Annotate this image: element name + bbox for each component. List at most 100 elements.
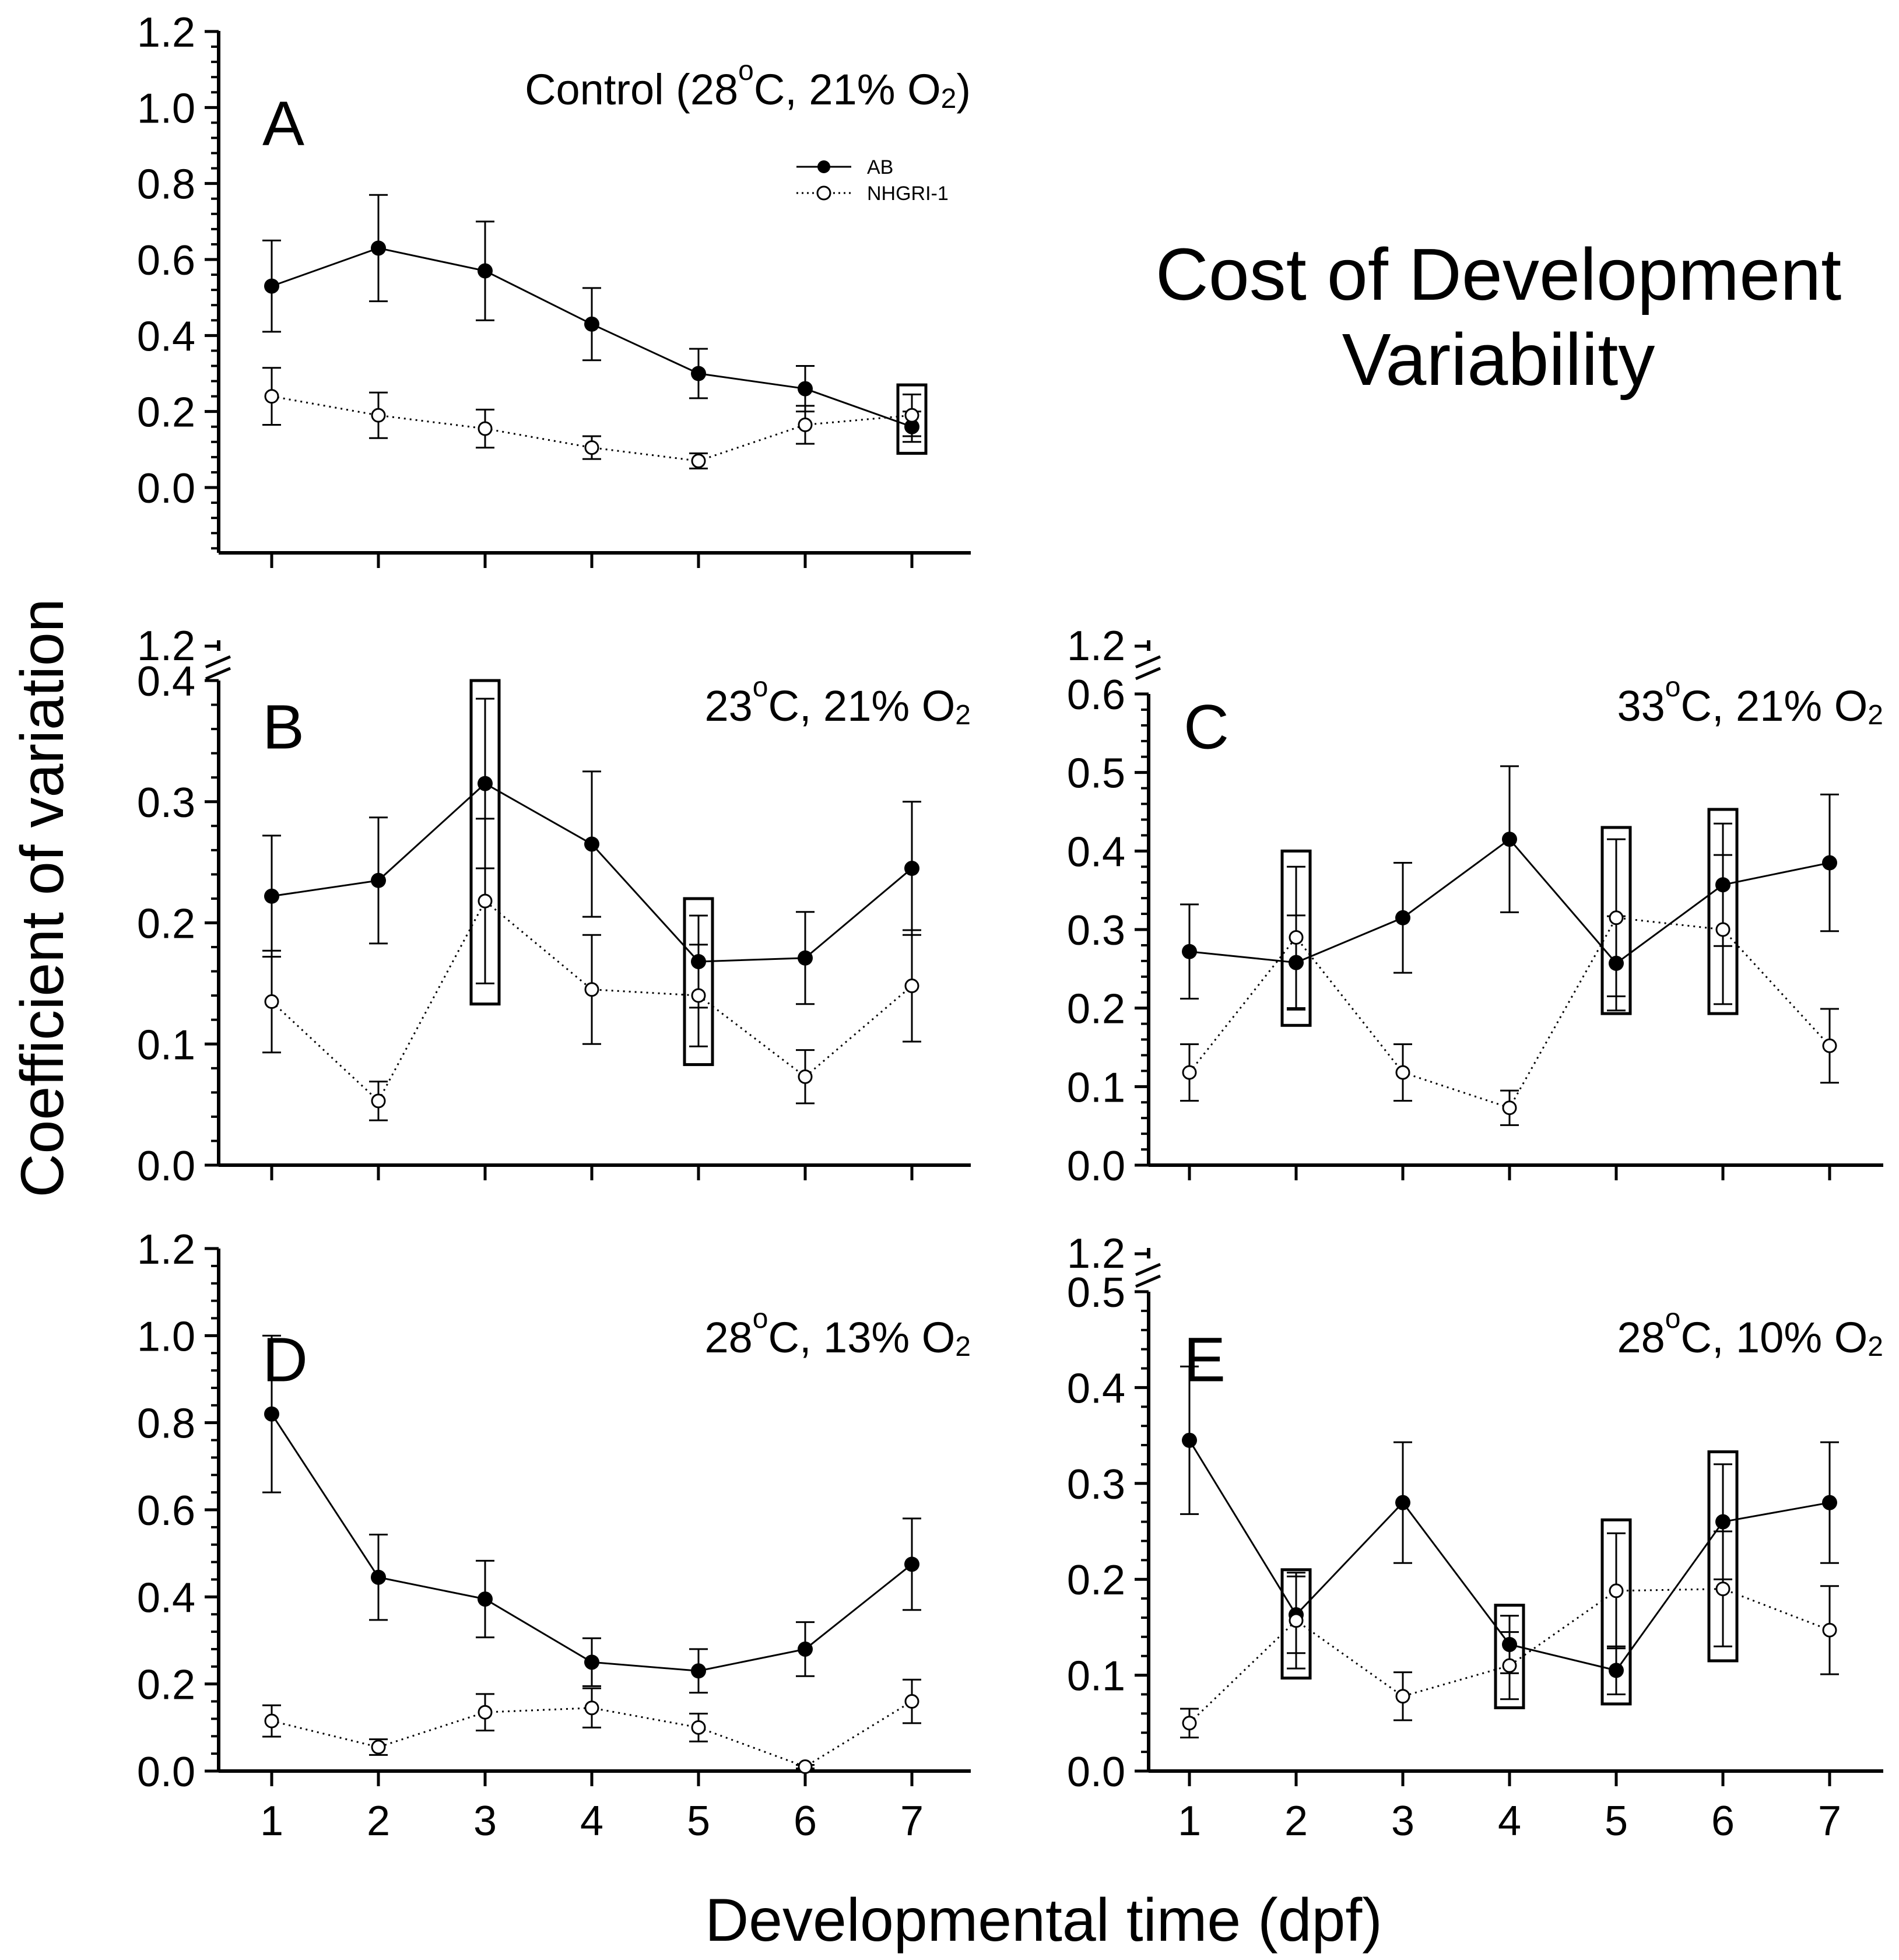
y-tick-label: 0.3 — [1067, 1461, 1125, 1508]
highlight-box — [1280, 1568, 1312, 1680]
data-point-nhgri-1 — [1395, 1065, 1410, 1080]
panel-label: D — [262, 1324, 308, 1394]
x-tick-label: 2 — [1284, 1798, 1308, 1845]
data-point-ab — [904, 1556, 919, 1572]
data-point-ab — [264, 1406, 279, 1422]
data-point-ab — [371, 872, 386, 888]
figure-title-line-2: Variability — [1342, 318, 1655, 401]
condition-label-part: Control (28 — [525, 65, 738, 114]
y-tick-label: 0.0 — [1067, 1143, 1125, 1190]
data-point-nhgri-1 — [584, 440, 599, 455]
y-tick-label: 0.0 — [137, 465, 195, 512]
panel-label: E — [1184, 1324, 1226, 1394]
data-point-nhgri-1 — [1289, 930, 1304, 945]
y-tick-label: 0.5 — [1067, 751, 1125, 797]
panel-label: A — [262, 87, 304, 158]
condition-label: 23oC, 21% O2 — [704, 672, 971, 731]
legend-nhgri-label: NHGRI-1 — [867, 183, 949, 205]
condition-label-part: o — [753, 672, 768, 703]
axis-break-label: 1.2 — [1067, 1230, 1125, 1277]
panel-B: 0.0 0.1 0.2 0.3 0.41.2 B 23oC, 21% O2 — [137, 623, 971, 1190]
condition-label-part: C, 10% O — [1681, 1313, 1868, 1362]
highlight-box — [1600, 826, 1632, 1015]
x-tick-label: 7 — [900, 1798, 924, 1845]
data-point-ab — [798, 1641, 813, 1657]
y-tick-label: 0.0 — [137, 1143, 195, 1190]
axis-break-mark-2 — [1135, 1274, 1161, 1288]
x-tick-label: 5 — [687, 1798, 710, 1845]
highlight-box — [1280, 849, 1312, 1027]
data-point-nhgri-1 — [1395, 1689, 1410, 1704]
y-tick-label: 0.2 — [137, 1662, 195, 1709]
data-point-nhgri-1 — [798, 1759, 813, 1775]
data-point-ab — [584, 316, 599, 332]
y-tick-label: 0.6 — [1067, 672, 1125, 718]
data-point-nhgri-1 — [798, 1069, 813, 1084]
data-point-ab — [478, 263, 493, 279]
legend-ab-marker — [817, 160, 830, 173]
data-point-nhgri-1 — [264, 389, 279, 404]
data-point-nhgri-1 — [798, 417, 813, 432]
data-point-nhgri-1 — [691, 988, 706, 1003]
condition-label: 33oC, 21% O2 — [1617, 672, 1883, 731]
axis-break-label: 1.2 — [137, 623, 195, 669]
x-tick-label: 2 — [367, 1798, 390, 1845]
data-point-nhgri-1 — [264, 1713, 279, 1728]
y-tick-label: 0.1 — [1067, 1653, 1125, 1700]
data-point-nhgri-1 — [584, 1700, 599, 1716]
condition-label-part: o — [1665, 672, 1681, 703]
x-tick-label: 7 — [1818, 1798, 1841, 1845]
y-tick-label: 0.8 — [137, 162, 195, 208]
y-tick-label: 0.6 — [137, 237, 195, 284]
data-point-nhgri-1 — [371, 1093, 386, 1109]
y-tick-label: 0.4 — [137, 1575, 195, 1621]
y-tick-label: 0.2 — [1067, 1557, 1125, 1604]
data-point-nhgri-1 — [904, 1694, 919, 1709]
condition-label-part: 2 — [955, 1331, 971, 1362]
data-point-nhgri-1 — [1289, 1613, 1304, 1628]
condition-label: 28oC, 13% O2 — [704, 1303, 971, 1362]
panel-label: C — [1184, 691, 1229, 762]
condition-label-part: 28 — [704, 1313, 752, 1362]
panel-E: 0.0 0.1 0.2 0.3 0.4 0.51.2 1 2 3 4 5 6 7 E 28oC, 10% O… — [1067, 1230, 1883, 1845]
x-tick-label: 3 — [1391, 1798, 1414, 1845]
data-point-nhgri-1 — [584, 982, 599, 997]
data-point-ab — [1395, 910, 1410, 925]
x-tick-label: 4 — [1498, 1798, 1521, 1845]
data-point-ab — [798, 381, 813, 397]
y-tick-label: 0.0 — [137, 1749, 195, 1796]
axis-break-mark-1 — [205, 655, 231, 669]
condition-label-part: o — [738, 55, 754, 86]
panel-D: 0.0 0.2 0.4 0.6 0.8 1.0 1.2 1 2 3 4 5 6 7 D 28oC, 13% O… — [137, 1226, 971, 1845]
y-tick-label: 0.2 — [1067, 986, 1125, 1033]
y-tick-label: 0.6 — [137, 1488, 195, 1534]
data-point-nhgri-1 — [691, 1720, 706, 1735]
condition-label-part: 23 — [704, 682, 752, 730]
data-point-ab — [478, 776, 493, 791]
data-point-ab — [478, 1591, 493, 1607]
data-point-nhgri-1 — [478, 893, 493, 909]
condition-label-part: o — [753, 1303, 768, 1334]
data-point-ab — [904, 861, 919, 876]
x-axis-label: Developmental time (dpf) — [705, 1887, 1382, 1954]
data-point-ab — [1502, 832, 1517, 847]
condition-label-part: o — [1665, 1303, 1681, 1334]
data-point-ab — [691, 1663, 706, 1679]
condition-label-part: C, 21% O — [754, 65, 941, 114]
data-point-nhgri-1 — [1502, 1658, 1517, 1673]
data-point-nhgri-1 — [904, 979, 919, 994]
axis-break-mark-2 — [205, 667, 231, 681]
highlight-box — [1494, 1604, 1525, 1709]
y-tick-label: 0.3 — [137, 780, 195, 826]
legend-nhgri-marker — [816, 185, 831, 201]
condition-label-part: ) — [956, 65, 971, 114]
condition-label-part: 33 — [1617, 682, 1665, 730]
data-point-ab — [798, 950, 813, 966]
highlight-box — [469, 679, 501, 1006]
x-tick-label: 1 — [1178, 1798, 1201, 1845]
condition-label-part: 2 — [941, 83, 957, 114]
condition-label-part: C, 21% O — [768, 682, 956, 730]
data-point-nhgri-1 — [1182, 1716, 1197, 1731]
data-point-nhgri-1 — [1715, 1582, 1730, 1597]
x-tick-label: 6 — [1711, 1798, 1735, 1845]
